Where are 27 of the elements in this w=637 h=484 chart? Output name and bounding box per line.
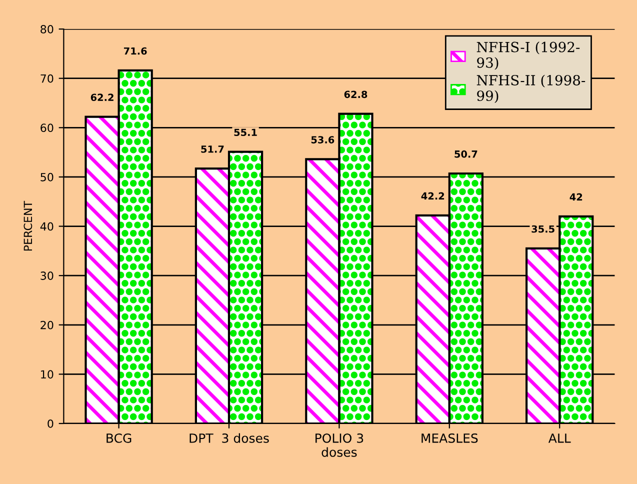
x-tick-label: POLIO 3 doses <box>316 433 364 457</box>
data-label: 51.7 <box>201 146 224 153</box>
y-axis-title: PERCENT <box>24 200 32 251</box>
data-label: 53.6 <box>311 136 334 144</box>
y-tick-label: 80 <box>40 25 54 34</box>
y-tick-label: 40 <box>40 222 54 231</box>
y-tick-label: 30 <box>40 272 54 280</box>
x-tick-label: DPT 3 doses <box>190 433 269 443</box>
data-label: 42.2 <box>421 192 444 200</box>
x-tick-label: ALL <box>548 434 571 443</box>
x-tick-label: BCG <box>106 433 132 443</box>
y-tick-label: 70 <box>40 74 54 83</box>
y-tick-label: 0 <box>48 419 54 428</box>
data-label: 55.1 <box>234 128 257 136</box>
data-label: 35.5 <box>532 225 554 233</box>
data-label: 50.7 <box>454 150 478 158</box>
data-label: 62.2 <box>90 94 114 102</box>
legend-label: NFHS-I (1992- 93) <box>476 42 580 70</box>
y-tick-label: 50 <box>40 172 54 182</box>
data-label: 62.8 <box>344 90 368 98</box>
data-label: 42 <box>570 193 582 200</box>
y-tick-label: 60 <box>40 124 54 132</box>
x-tick-label: MEASLES <box>422 433 478 443</box>
y-tick-label: 10 <box>41 370 54 379</box>
y-tick-label: 20 <box>40 320 54 330</box>
legend-label: NFHS-II (1998- 99) <box>476 74 586 103</box>
data-label: 71.6 <box>124 47 147 55</box>
